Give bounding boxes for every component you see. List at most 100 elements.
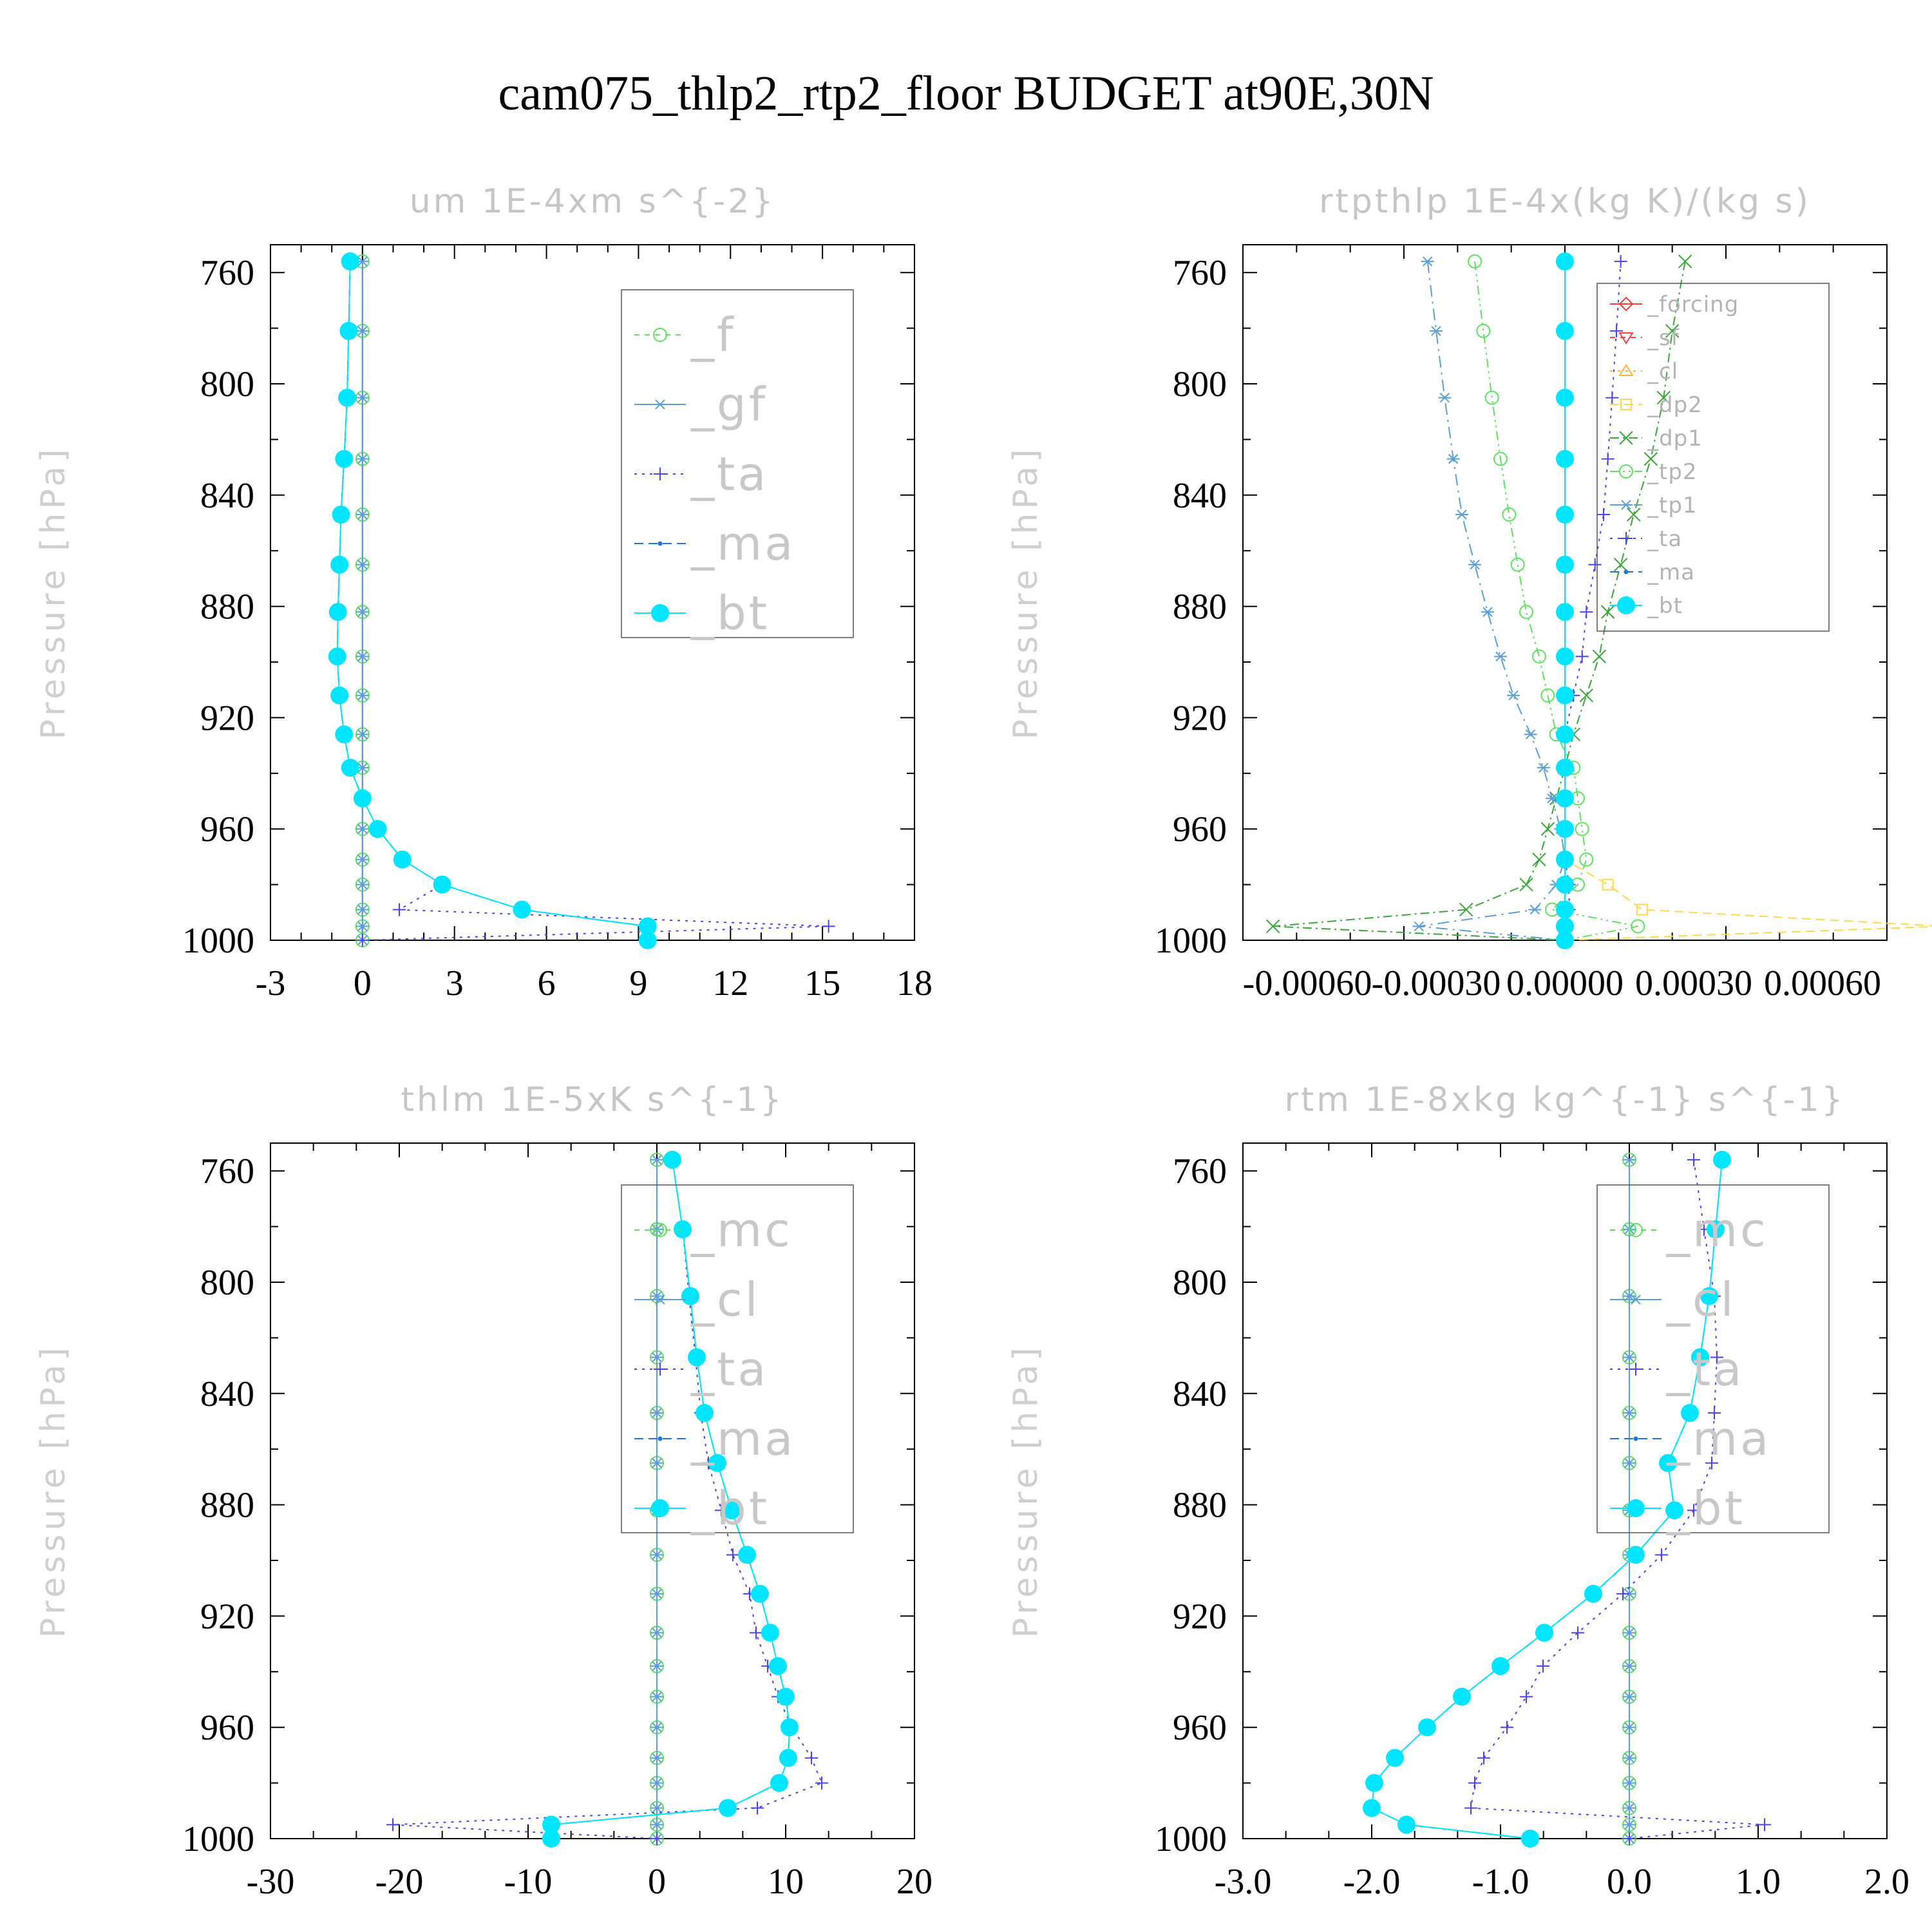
legend-item: _dp2 bbox=[1610, 392, 1703, 418]
data-point bbox=[1528, 904, 1542, 915]
data-point bbox=[681, 1287, 699, 1305]
panel-title: rtm 1E-8xkg kg^{-1} s^{-1} bbox=[1284, 1081, 1845, 1119]
data-point bbox=[1710, 1350, 1723, 1364]
data-point bbox=[1468, 560, 1481, 570]
x-tick-label: 0.0 bbox=[1607, 1862, 1652, 1902]
y-tick-label: 1000 bbox=[1155, 921, 1227, 961]
legend-marker-shape bbox=[1633, 1436, 1638, 1441]
data-point-shape bbox=[355, 560, 369, 570]
data-point-shape bbox=[393, 903, 406, 916]
data-point-shape bbox=[1535, 1624, 1553, 1642]
legend-marker-shape bbox=[1620, 399, 1632, 410]
data-point bbox=[355, 879, 369, 890]
legend-marker bbox=[651, 1499, 669, 1517]
legend-label: _dp2 bbox=[1647, 392, 1703, 418]
data-point bbox=[719, 1799, 737, 1817]
legend-label: _ta bbox=[690, 1342, 768, 1396]
legend-marker bbox=[1618, 332, 1634, 345]
data-point bbox=[1438, 392, 1452, 403]
data-point-shape bbox=[341, 252, 359, 270]
data-point bbox=[1556, 875, 1574, 894]
data-point bbox=[1502, 507, 1517, 522]
data-point-shape bbox=[1501, 1721, 1513, 1734]
data-point-shape bbox=[328, 603, 347, 621]
data-point-shape bbox=[1494, 651, 1507, 662]
series-gf bbox=[355, 256, 369, 945]
data-point-shape bbox=[650, 1777, 663, 1788]
data-point-shape bbox=[726, 1548, 739, 1562]
y-tick-label: 920 bbox=[1173, 698, 1227, 738]
series-line bbox=[392, 1159, 823, 1839]
data-point-shape bbox=[1665, 324, 1680, 338]
legend-item: _cl bbox=[1610, 359, 1678, 384]
data-point bbox=[770, 1774, 788, 1792]
panel-title: rtpthlp 1E-4x(kg K)/(kg s) bbox=[1319, 182, 1811, 221]
legend-label: _tp1 bbox=[1647, 493, 1698, 518]
data-point bbox=[1623, 1627, 1636, 1638]
data-point bbox=[638, 931, 657, 949]
data-point-shape bbox=[1537, 1660, 1549, 1673]
data-point bbox=[341, 759, 359, 777]
data-point-shape bbox=[1687, 1504, 1700, 1517]
legend: _mc _cl _ta _ma _bt bbox=[1596, 1184, 1830, 1535]
legend-marker bbox=[1619, 431, 1633, 445]
data-point-shape bbox=[1418, 1718, 1436, 1737]
data-point bbox=[1468, 254, 1482, 269]
data-point bbox=[1592, 649, 1607, 664]
data-point bbox=[1556, 900, 1574, 919]
series-line bbox=[336, 261, 649, 940]
legend-item: _ta bbox=[634, 447, 768, 501]
data-point-shape bbox=[1468, 254, 1482, 269]
data-point bbox=[1626, 507, 1641, 522]
data-point-shape bbox=[719, 1799, 737, 1817]
data-point bbox=[386, 1818, 399, 1832]
data-point bbox=[355, 904, 369, 915]
legend: _forcing _sf _cl _dp2 _dp1 _tp2 _tp1 _ta _ma _bt bbox=[1596, 283, 1830, 632]
data-point-shape bbox=[1616, 1587, 1629, 1600]
data-point-shape bbox=[751, 1584, 769, 1603]
legend-box bbox=[1596, 1184, 1830, 1533]
data-point-shape bbox=[779, 1748, 797, 1767]
data-point-shape bbox=[1556, 506, 1574, 524]
series-tp2 bbox=[1468, 254, 1645, 947]
data-point-shape bbox=[1438, 392, 1452, 403]
data-point-shape bbox=[355, 904, 369, 915]
series-bt bbox=[328, 252, 657, 949]
data-point bbox=[1556, 917, 1574, 936]
data-point-shape bbox=[1520, 1690, 1533, 1703]
data-point bbox=[1556, 725, 1574, 744]
data-point-shape bbox=[674, 1220, 692, 1238]
data-point-shape bbox=[1705, 1456, 1718, 1470]
data-point bbox=[688, 1348, 706, 1367]
legend-marker bbox=[658, 1436, 663, 1441]
data-point bbox=[650, 1589, 663, 1599]
data-point bbox=[1455, 509, 1468, 520]
data-point bbox=[355, 509, 369, 520]
data-point bbox=[513, 900, 531, 919]
legend-marker-shape bbox=[1629, 1223, 1643, 1237]
data-point bbox=[355, 934, 369, 947]
y-tick-label: 760 bbox=[1173, 1151, 1227, 1191]
data-point bbox=[1623, 1803, 1636, 1814]
y-axis-label: Pressure [hPa] bbox=[1007, 446, 1045, 740]
legend-item: _tp2 bbox=[1610, 459, 1697, 485]
legend-label: _gf bbox=[690, 377, 768, 431]
data-point-shape bbox=[1687, 1153, 1700, 1166]
legend-label: _dp1 bbox=[1647, 426, 1703, 451]
legend-label: _ta bbox=[690, 447, 768, 501]
legend-label: _forcing bbox=[1647, 292, 1739, 317]
data-point-shape bbox=[1476, 323, 1491, 338]
data-point-shape bbox=[1623, 1832, 1636, 1845]
data-point bbox=[1708, 1406, 1721, 1420]
data-point bbox=[1540, 688, 1555, 703]
data-point-shape bbox=[355, 651, 369, 662]
data-point bbox=[368, 820, 387, 838]
series-line bbox=[551, 1159, 791, 1839]
data-point bbox=[822, 920, 835, 933]
y-tick-label: 880 bbox=[200, 1486, 254, 1526]
data-point-shape bbox=[688, 1348, 706, 1367]
legend-item: _gf bbox=[634, 377, 768, 431]
data-point-shape bbox=[355, 921, 369, 932]
legend-item: _mc bbox=[634, 1203, 790, 1257]
data-point-shape bbox=[393, 850, 412, 869]
